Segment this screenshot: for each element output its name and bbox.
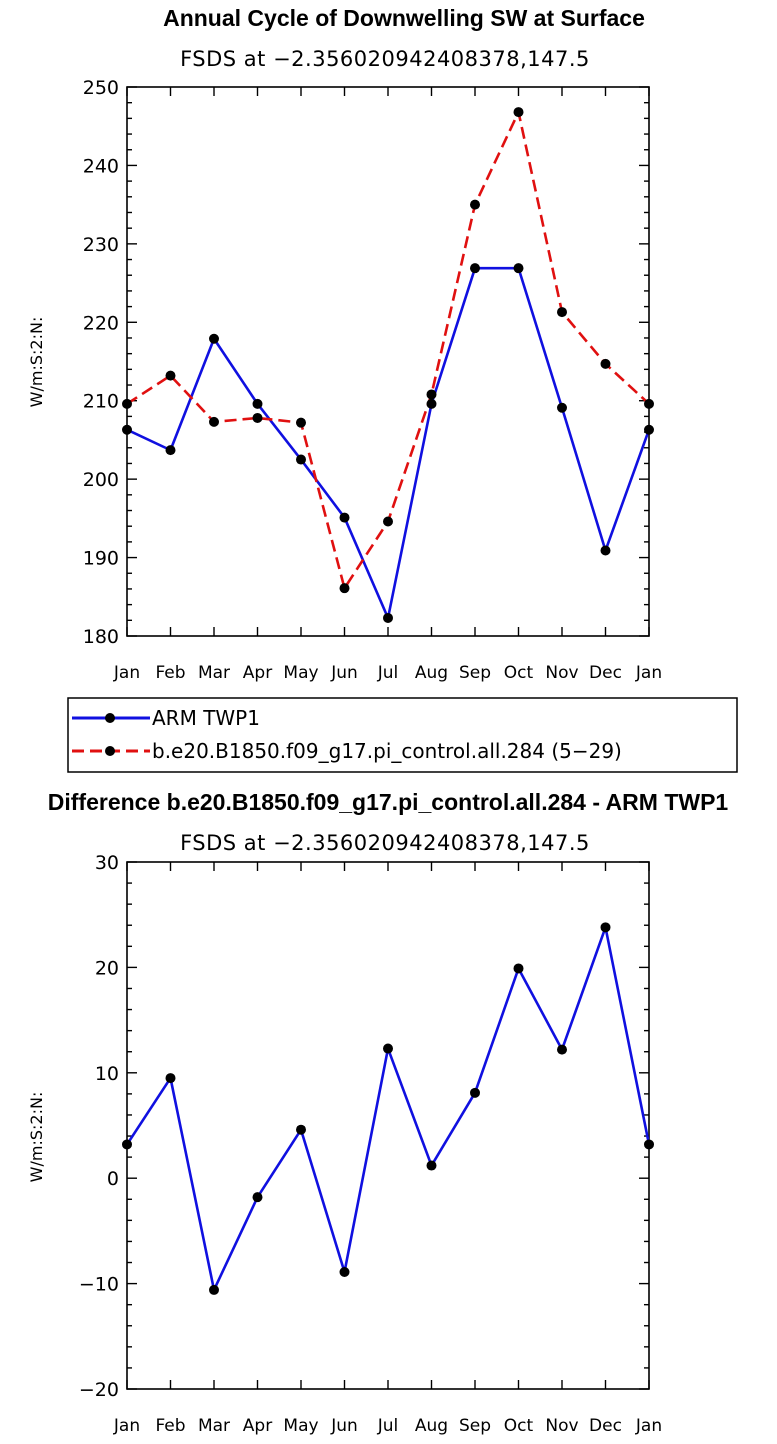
chart-1-xtick-label: Oct (504, 663, 534, 683)
chart-2-series-1-point (209, 1284, 219, 1295)
chart-1: Annual Cycle of Downwelling SW at Surfac… (27, 5, 662, 683)
chart-1-xtick-label: Dec (589, 663, 622, 683)
chart-1-series-1-point (165, 445, 176, 456)
chart-1-ytick-label: 200 (83, 469, 119, 491)
chart-1-series-1-point (383, 612, 393, 623)
chart-2-series-1-point (513, 963, 524, 974)
chart-1-series-2-point (252, 412, 263, 423)
chart-2-xtick-label: Feb (155, 1416, 185, 1436)
chart-2-xtick-label: Aug (415, 1416, 448, 1436)
chart-1-xtick-label: Apr (243, 663, 272, 683)
chart-2-frame (126, 861, 650, 1390)
chart-1-ylabel: W/m:S:2:N: (27, 317, 46, 408)
chart-2-xtick-label: Jan (113, 1416, 140, 1436)
chart-2-series-1-point (644, 1139, 654, 1150)
chart-2-series-1-point (470, 1087, 480, 1098)
chart-1-series-1-point (470, 263, 480, 274)
legend-marker-model (105, 746, 115, 756)
chart-1-series-1-point (426, 398, 437, 409)
chart-2-series-1-point (296, 1124, 306, 1135)
chart-2-ytick-label: −20 (79, 1379, 119, 1401)
chart-1-ytick-label: 180 (83, 626, 119, 648)
chart-1-subtitle: FSDS at −2.356020942408378,147.5 (180, 47, 590, 71)
chart-1-xtick-label: Feb (155, 663, 185, 683)
chart-1-series-2-point (600, 358, 611, 369)
chart-1-series-2-point (426, 389, 437, 400)
chart-1-series-2-point (165, 370, 176, 381)
chart-1-series-2-point (339, 583, 350, 594)
chart-2-xtick-label: May (283, 1416, 318, 1436)
chart-2-ytick-label: 20 (95, 957, 119, 979)
chart-1-series-2-point (383, 516, 393, 527)
chart-1-series-1-point (209, 333, 219, 344)
chart-2-xtick-label: Sep (459, 1416, 491, 1436)
chart-2-series-1-point (600, 922, 611, 933)
chart-2-title: Difference b.e20.B1850.f09_g17.pi_contro… (48, 789, 729, 815)
chart-1-xtick-label: Aug (415, 663, 448, 683)
chart-1-series-2-point (209, 416, 219, 427)
chart-1-series-1-point (644, 424, 654, 435)
chart-2-series-1-point (165, 1073, 176, 1084)
chart-1-xtick-label: Mar (198, 663, 230, 683)
chart-1-series-1-point (252, 398, 263, 409)
chart-1-plot: Jan Feb Mar Apr May Jun Jul Aug Sep Oct Nov Dec Jan 1… (83, 77, 662, 683)
legend-label-arm: ARM TWP1 (152, 706, 260, 730)
chart-1-series-2-point (513, 107, 524, 118)
chart-1-ytick-label: 250 (83, 77, 119, 99)
chart-2-series-1-point (383, 1043, 393, 1054)
chart-2: Difference b.e20.B1850.f09_g17.pi_contro… (27, 789, 728, 1436)
chart-1-series-1-point (339, 512, 350, 523)
chart-2-series-1-point (252, 1192, 263, 1203)
chart-1-ytick-label: 190 (83, 548, 119, 570)
chart-1-ytick-label: 230 (83, 234, 119, 256)
chart-1-xtick-label: Nov (545, 663, 578, 683)
chart-2-xtick-label: Jun (330, 1416, 358, 1436)
chart-2-xtick-label: Dec (589, 1416, 622, 1436)
chart-2-series-1-point (557, 1044, 567, 1055)
chart-1-series-2-point (122, 398, 132, 409)
chart-2-series-1-point (122, 1139, 132, 1150)
chart-2-ylabel: W/m:S:2:N: (27, 1092, 46, 1183)
legend-marker-arm (105, 713, 115, 723)
chart-2-xtick-label: Nov (545, 1416, 578, 1436)
legend-box (67, 697, 738, 773)
chart-2-xtick-label: Oct (504, 1416, 534, 1436)
chart-1-ytick-label: 220 (83, 312, 119, 334)
chart-1-ytick-label: 240 (83, 155, 119, 177)
chart-2-plot: Jan Feb Mar Apr May Jun Jul Aug Sep Oct Nov Dec Jan −… (79, 852, 662, 1436)
chart-2-series-1-point (426, 1160, 437, 1171)
chart-1-xtick-label: Sep (459, 663, 491, 683)
chart-2-ytick-label: 10 (95, 1063, 119, 1085)
chart-1-title: Annual Cycle of Downwelling SW at Surfac… (163, 5, 645, 31)
chart-1-series-1-point (296, 454, 306, 465)
chart-1-series-2-point (557, 307, 567, 318)
chart-1-series-2-point (470, 199, 480, 210)
chart-1-xtick-label: May (283, 663, 318, 683)
chart-1-series-1-point (513, 263, 524, 274)
chart-2-ytick-label: −10 (79, 1274, 119, 1296)
chart-1-xtick-label: Jan (113, 663, 140, 683)
chart-1-series-2-point (296, 417, 306, 428)
chart-2-series-1-point (339, 1267, 350, 1278)
chart-1-xtick-label: Jan (635, 663, 662, 683)
chart-2-xtick-label: Apr (243, 1416, 272, 1436)
chart-2-xtick-label: Jan (635, 1416, 662, 1436)
chart-1-xtick-label: Jul (377, 663, 399, 683)
chart-1-xtick-label: Jun (330, 663, 358, 683)
chart-2-ytick-label: 0 (107, 1168, 119, 1190)
chart-2-xtick-label: Jul (377, 1416, 399, 1436)
chart-2-series-1-line (125, 926, 651, 1292)
legend-label-model: b.e20.B1850.f09_g17.pi_control.all.284 (… (152, 739, 622, 763)
chart-2-ytick-label: 30 (95, 852, 119, 874)
chart-1-ytick-label: 210 (83, 391, 119, 413)
legend: ARM TWP1 b.e20.B1850.f09_g17.pi_control.… (67, 697, 738, 773)
chart-2-xtick-label: Mar (198, 1416, 230, 1436)
chart-1-series-2-point (644, 398, 654, 409)
chart-2-subtitle: FSDS at −2.356020942408378,147.5 (180, 831, 590, 855)
chart-1-series-1-point (600, 545, 611, 556)
chart-1-series-1-point (557, 402, 567, 413)
chart-1-series-1-point (122, 424, 132, 435)
